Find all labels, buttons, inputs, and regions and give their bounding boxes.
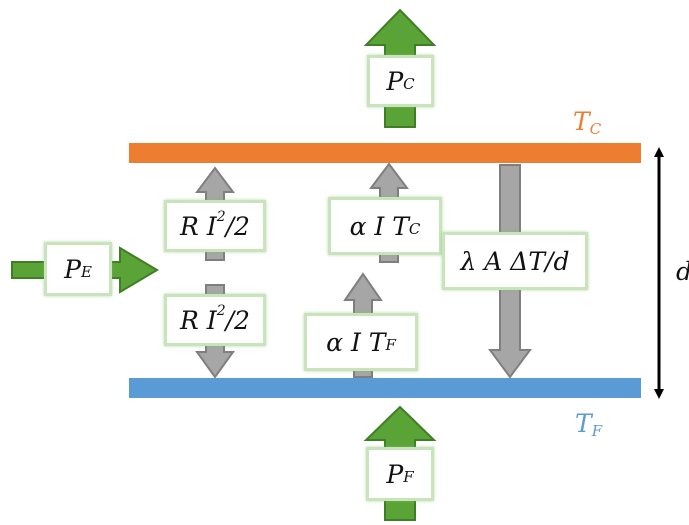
distance-label: d bbox=[676, 257, 689, 286]
conduction-label: λ A ΔT/d bbox=[442, 232, 588, 290]
cold-plate bbox=[129, 378, 641, 398]
cold-temperature-label: TF bbox=[575, 409, 603, 440]
joule-heat-top-label: R I 2/2 bbox=[164, 200, 266, 252]
hot-plate bbox=[129, 143, 641, 163]
joule-heat-bottom-label: R I 2/2 bbox=[164, 294, 266, 346]
hot-temperature-label: TC bbox=[573, 107, 602, 138]
